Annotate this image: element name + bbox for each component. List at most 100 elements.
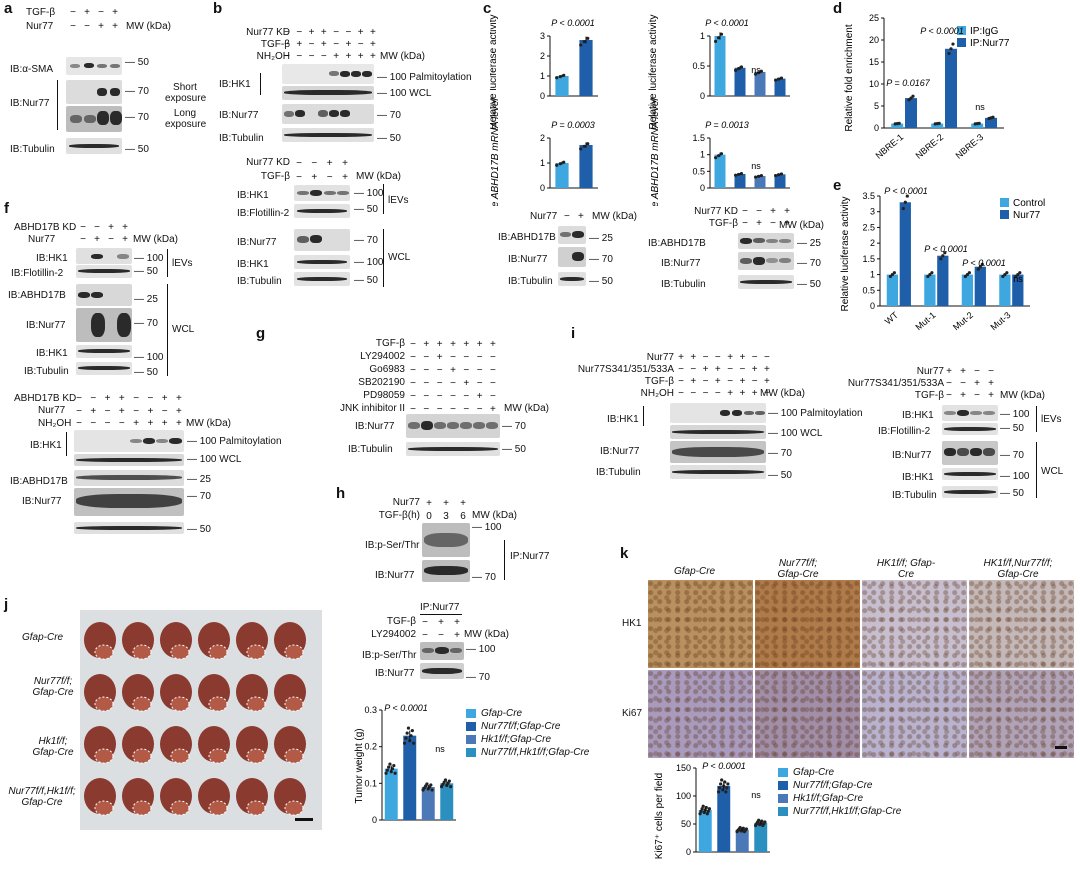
cond-sign-grid: − − + + − − + + − + − + − + − + − − − − + + + + bbox=[74, 393, 184, 431]
p-value: P = 0.0167 bbox=[886, 78, 930, 88]
sign: − bbox=[76, 393, 82, 404]
group-label: WCL bbox=[388, 252, 411, 263]
blot-label: IB:Nur77 bbox=[22, 496, 62, 507]
data-point bbox=[949, 47, 953, 51]
mw-mark: — 100 Palmitoylation bbox=[768, 408, 863, 419]
western-blot bbox=[670, 441, 766, 463]
data-point bbox=[579, 147, 583, 151]
tumor-outline bbox=[284, 644, 304, 660]
panel-d-chart: 0 5 10 15 20 25 NBRE-1 NBRE-2 NBRE-3 Relative fo… bbox=[844, 13, 1010, 161]
data-point bbox=[779, 172, 784, 176]
mw-mark: — 25 bbox=[187, 474, 211, 485]
data-point bbox=[738, 825, 742, 830]
mw-mark: — 100 WCL bbox=[768, 428, 823, 439]
sign: + bbox=[176, 418, 182, 429]
sign: + bbox=[764, 376, 770, 387]
sign: − bbox=[161, 405, 168, 417]
western-blot bbox=[282, 104, 374, 124]
sign: + bbox=[443, 498, 449, 509]
mw-mark: — 50 bbox=[125, 57, 149, 68]
ip-underline bbox=[420, 614, 462, 615]
column-label: Nur77f/f; Gfap-Cre bbox=[777, 558, 819, 580]
y-tick-label: 5 bbox=[874, 101, 879, 111]
y-tick-label: 0 bbox=[870, 301, 875, 311]
mw-mark: — 25 bbox=[797, 238, 821, 249]
bracket bbox=[1036, 442, 1037, 498]
mw-mark: — 50 bbox=[768, 470, 792, 481]
sign: − bbox=[739, 364, 746, 375]
y-tick-label: 0.2 bbox=[364, 742, 377, 752]
data-point bbox=[892, 271, 896, 275]
legend-swatch bbox=[778, 768, 788, 777]
sign: + bbox=[764, 364, 770, 375]
mw-mark: — 50 bbox=[797, 279, 821, 290]
cond-label: Nur77 KD bbox=[246, 27, 290, 38]
cond-label: Nur77S341/351/533A bbox=[577, 364, 674, 375]
y-axis-label: Relative luciferase activity bbox=[840, 196, 851, 311]
data-point bbox=[901, 206, 905, 211]
sign: + bbox=[345, 39, 352, 50]
mw-mark: — 50 bbox=[134, 367, 158, 378]
sign: − bbox=[410, 339, 416, 350]
mw-header: MW (kDa) bbox=[779, 220, 824, 231]
mw-mark: — 100 bbox=[1000, 409, 1030, 420]
bar bbox=[734, 174, 746, 188]
sign: + bbox=[714, 364, 721, 375]
blot-label: IB:p-Ser/Thr bbox=[365, 540, 420, 551]
panel-j-chart: 0 0.1 0.2 0.3 Tumor weight (g) P < 0.0001 n… bbox=[354, 703, 456, 825]
sign: − bbox=[490, 391, 496, 402]
data-point bbox=[980, 262, 984, 266]
sign-row: − − − − − − + bbox=[408, 403, 498, 416]
exposure-note: Short exposure bbox=[165, 82, 207, 104]
sign: + bbox=[426, 498, 432, 509]
bar bbox=[734, 67, 746, 96]
western-blot bbox=[558, 272, 586, 286]
cond-label: Nur77 bbox=[392, 497, 420, 508]
mw-mark: — 100 bbox=[1000, 471, 1030, 482]
y-tick-label: 1 bbox=[700, 150, 705, 160]
legend-swatch bbox=[778, 781, 788, 790]
data-point bbox=[716, 154, 721, 158]
mw-mark: — 100 bbox=[466, 644, 496, 655]
y-tick-label: 1 bbox=[700, 31, 705, 41]
cond-sign-grid: − − + + − + − + bbox=[78, 222, 130, 246]
data-point bbox=[977, 121, 981, 125]
western-blot bbox=[76, 362, 132, 375]
tumor-outline bbox=[284, 696, 304, 712]
blot-label: IB:Tubulin bbox=[10, 144, 55, 155]
sign: − bbox=[678, 376, 684, 387]
mw-mark: — 70 bbox=[797, 258, 821, 269]
legend-item: Nur77f/f;Gfap-Cre bbox=[466, 720, 589, 733]
mw-header: MW (kDa) bbox=[760, 388, 805, 399]
bar bbox=[891, 123, 904, 128]
mw-mark: — 50 bbox=[354, 275, 378, 286]
legend-item: Nur77f/f,Hk1f/f;Gfap-Cre bbox=[778, 805, 901, 818]
sign-row: − + − + bbox=[78, 234, 130, 246]
sign: − bbox=[436, 365, 443, 376]
western-blot bbox=[738, 233, 794, 249]
sign: − bbox=[108, 234, 114, 245]
sign: − bbox=[76, 418, 82, 429]
p-value: ns bbox=[435, 744, 445, 754]
p-value: P = 0.0013 bbox=[705, 120, 748, 130]
blot-label: IB:HK1 bbox=[237, 259, 269, 270]
legend-label: Nur77f/f,Hk1f/f;Gfap-Cre bbox=[481, 747, 590, 758]
data-point bbox=[978, 265, 982, 269]
row-label: Gfap-Cre bbox=[22, 632, 64, 643]
sign: − bbox=[423, 391, 430, 402]
cond-label: TGF-β bbox=[386, 616, 416, 627]
sign: − bbox=[756, 206, 762, 217]
data-point bbox=[779, 76, 784, 80]
data-point bbox=[714, 156, 718, 160]
sign: + bbox=[147, 405, 154, 417]
western-blot bbox=[294, 272, 350, 286]
sign: + bbox=[454, 630, 460, 641]
sign-row: − + + bbox=[420, 616, 462, 629]
sign: − bbox=[946, 378, 952, 389]
y-tick-label: 3.5 bbox=[862, 191, 875, 201]
sign: + bbox=[176, 393, 182, 404]
sign: − bbox=[76, 405, 82, 417]
sign-row: − − + − − − − bbox=[408, 351, 498, 364]
y-axis-label: Relative ABHD17B mRNA level bbox=[490, 98, 501, 206]
sign: + bbox=[161, 418, 168, 429]
